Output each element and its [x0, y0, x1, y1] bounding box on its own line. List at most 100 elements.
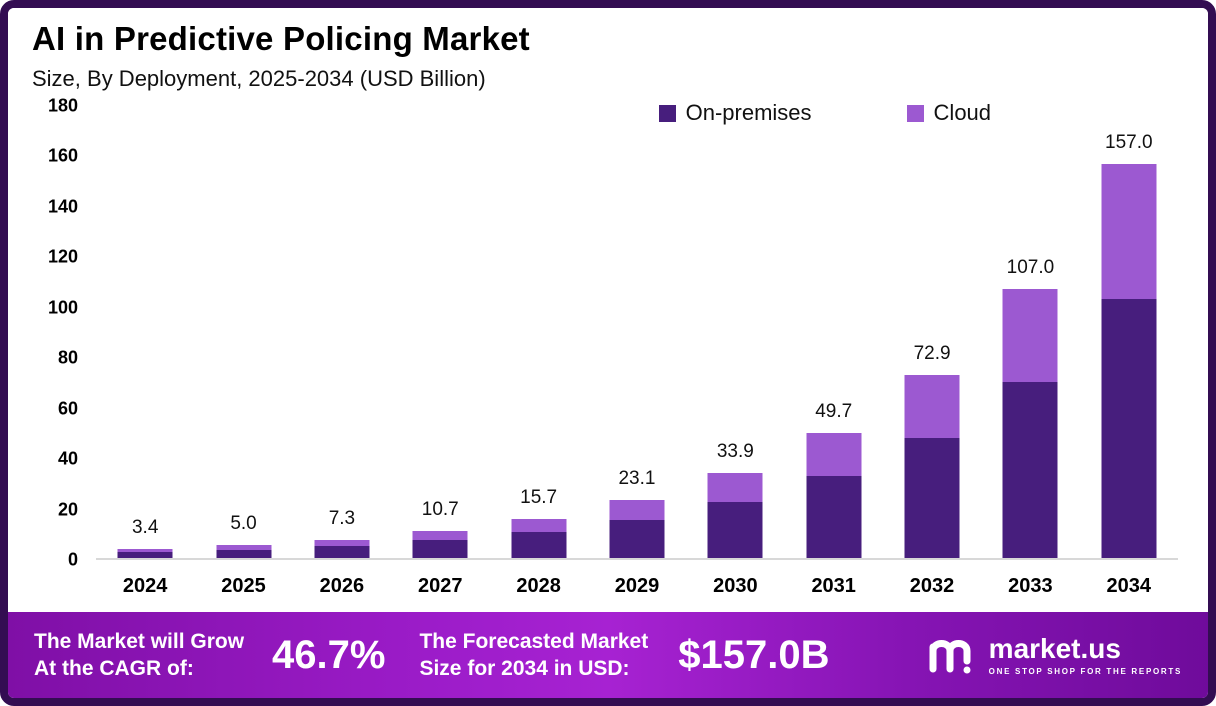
stacked-bar [314, 539, 370, 558]
brand-text: market.us ONE STOP SHOP FOR THE REPORTS [988, 632, 1182, 676]
y-axis: 0 20 40 60 80 100 120 140 160 180 [32, 96, 96, 570]
bar-segment-cloud [806, 433, 862, 477]
forecast-label-line1: The Forecasted Market [419, 629, 649, 653]
bar-group-2028: 15.7 [489, 106, 587, 558]
bar-total-label: 33.9 [716, 440, 754, 462]
x-axis-label-2028: 2028 [516, 574, 561, 597]
bar-total-label: 23.1 [618, 468, 656, 489]
forecast-value: $157.0B [678, 632, 830, 677]
bar-segment-on-premises [314, 545, 370, 558]
stacked-bar [609, 500, 665, 558]
x-axis-label-2025: 2025 [221, 574, 266, 597]
legend-label: Cloud [933, 100, 992, 125]
y-axis-tick: 180 [47, 95, 78, 116]
bar-segment-on-premises [904, 437, 960, 558]
forecast-label-line2: Size for 2034 in USD: [419, 657, 630, 680]
bar-segment-on-premises [216, 549, 272, 558]
stacked-bar [511, 518, 567, 558]
y-axis-tick: 80 [57, 347, 78, 368]
cagr-label-line1: The Market will Grow [34, 629, 245, 653]
market-us-icon [925, 631, 977, 680]
bar-segment-cloud [511, 518, 567, 533]
legend-item-on-premises: On-premises [658, 100, 812, 126]
legend-swatch [906, 104, 924, 122]
bar-segment-cloud [314, 539, 370, 546]
bar-segment-cloud [707, 472, 763, 503]
bar-group-2025: 5.0 [194, 106, 292, 558]
bar-segment-cloud [117, 549, 173, 553]
bar-segment-cloud [1101, 163, 1157, 300]
stacked-bar [1002, 289, 1058, 558]
bar-group-2027: 10.7 [391, 106, 489, 558]
legend-item-cloud: Cloud [906, 100, 992, 126]
x-axis-label-2034: 2034 [1106, 574, 1152, 597]
legend: On-premises Cloud [658, 100, 992, 126]
legend-swatch [658, 104, 676, 122]
x-axis-label-2031: 2031 [811, 574, 856, 597]
bar-group-2031: 49.7 [785, 106, 883, 558]
stacked-bar [1101, 163, 1157, 558]
bar-segment-on-premises [609, 519, 665, 558]
bar-total-label: 15.7 [520, 486, 558, 508]
stacked-bar [707, 472, 763, 558]
footer-banner: The Market will Grow At the CAGR of: 46.… [8, 612, 1208, 698]
bars: 3.4 5.0 7.3 10.7 15.7 23.1 33.9 49.7 72.9 107.0 15… [96, 106, 1178, 558]
x-axis-label-2030: 2030 [713, 574, 758, 597]
y-axis-tick: 100 [47, 297, 78, 318]
bar-segment-on-premises [806, 476, 862, 558]
bar-total-label: 5.0 [230, 513, 257, 535]
x-axis-label-2029: 2029 [614, 574, 660, 597]
y-axis-tick: 160 [47, 145, 78, 166]
bar-group-2034: 157.0 [1080, 106, 1178, 558]
stacked-bar [117, 549, 173, 558]
chart-title: AI in Predictive Policing Market [32, 20, 530, 57]
brand-logo: market.us ONE STOP SHOP FOR THE REPORTS [925, 631, 1182, 680]
stacked-bar [216, 545, 272, 558]
bar-segment-on-premises [511, 532, 567, 558]
brand-name: market.us [988, 632, 1121, 664]
bar-segment-on-premises [707, 502, 763, 558]
cagr-label-line2: At the CAGR of: [34, 657, 194, 680]
bar-segment-on-premises [1002, 381, 1058, 558]
y-axis-tick: 120 [47, 246, 78, 267]
bar-group-2024: 3.4 [96, 106, 194, 558]
y-axis-tick: 40 [57, 448, 78, 469]
y-axis-tick: 20 [57, 499, 78, 520]
bar-group-2030: 33.9 [686, 106, 784, 558]
x-axis-row: 2024 2025 2026 2027 2028 2029 2030 2031 2032 2033… [32, 560, 1178, 612]
legend-label: On-premises [685, 100, 812, 125]
bar-segment-cloud [609, 500, 665, 520]
stacked-bar [806, 433, 862, 558]
plot-area: On-premises Cloud 3.4 5.0 7.3 10.7 15.7 23.1 33… [96, 100, 1178, 560]
x-axis-label-2032: 2032 [909, 574, 955, 597]
bar-total-label: 157.0 [1105, 131, 1153, 153]
x-axis: 2024 2025 2026 2027 2028 2029 2030 2031 2032 2033… [96, 575, 1178, 598]
cagr-label: The Market will Grow At the CAGR of: [34, 628, 244, 683]
x-axis-label-2027: 2027 [418, 574, 463, 597]
bar-total-label: 3.4 [131, 517, 159, 539]
cagr-value: 46.7% [272, 632, 386, 677]
bar-total-label: 10.7 [421, 499, 459, 521]
bar-segment-cloud [412, 531, 468, 541]
y-axis-tick: 60 [57, 398, 78, 419]
chart-subtitle: Size, By Deployment, 2025-2034 (USD Bill… [32, 66, 486, 91]
x-axis-label-2026: 2026 [319, 574, 365, 597]
stacked-bar [904, 374, 960, 558]
bar-total-label: 72.9 [913, 342, 951, 364]
forecast-label: The Forecasted Market Size for 2034 in U… [419, 628, 648, 683]
bar-segment-cloud [904, 374, 960, 438]
y-axis-tick: 140 [47, 196, 78, 217]
bar-group-2032: 72.9 [883, 106, 981, 558]
x-axis-label-2033: 2033 [1008, 574, 1053, 597]
brand-tagline: ONE STOP SHOP FOR THE REPORTS [988, 666, 1182, 676]
bar-group-2026: 7.3 [293, 106, 391, 558]
bar-segment-on-premises [412, 540, 468, 558]
bar-total-label: 107.0 [1006, 257, 1055, 279]
chart-panel: AI in Predictive Policing Market Size, B… [8, 8, 1208, 612]
stacked-bar [412, 531, 468, 558]
x-axis-label-2024: 2024 [122, 574, 168, 597]
bar-segment-cloud [216, 545, 272, 550]
bar-total-label: 49.7 [815, 401, 853, 423]
y-axis-tick: 0 [67, 549, 78, 570]
